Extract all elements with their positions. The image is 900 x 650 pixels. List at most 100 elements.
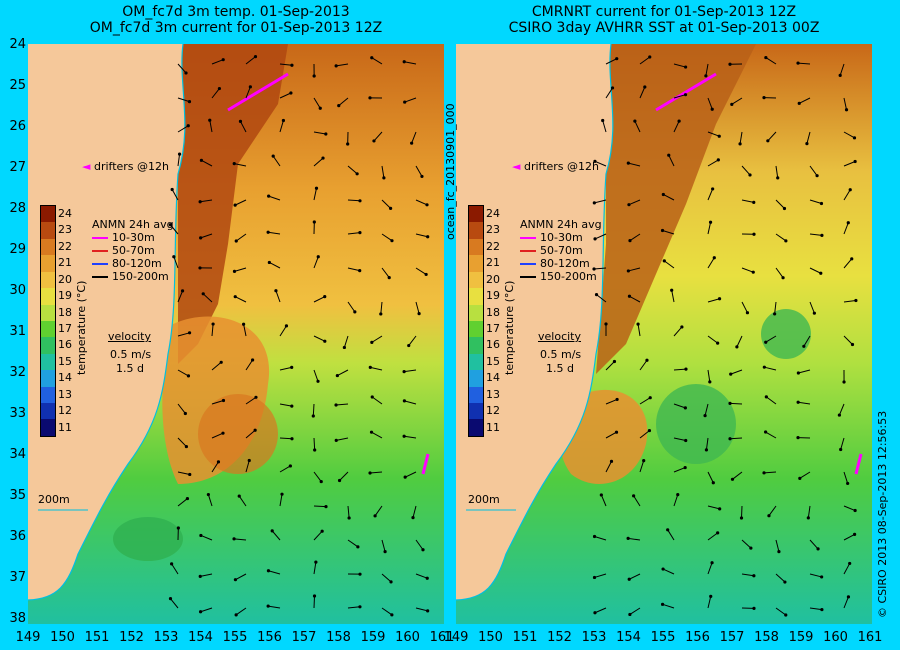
velocity-arrow-head [368, 471, 372, 475]
velocity-arrow-head [853, 532, 857, 536]
velocity-arrow-head [403, 475, 407, 479]
lat-tick: 25 [9, 78, 26, 93]
velocity-arrow-head [805, 141, 809, 146]
velocity-arrow [279, 403, 292, 407]
velocity-arrow [594, 199, 607, 204]
colorbar-label: 24 [486, 207, 500, 220]
velocity-arrow-head [290, 365, 294, 369]
velocity-arrow [370, 471, 383, 474]
velocity-arrow [705, 63, 709, 76]
velocity-arrow-head [334, 403, 338, 407]
velocity-arrow [245, 396, 257, 405]
velocity-arrow [169, 224, 179, 235]
left-velocity-arrows [168, 55, 430, 617]
colorbar-swatch [469, 238, 483, 256]
velocity-arrow-head [199, 236, 203, 240]
velocity-arrow-head [253, 55, 258, 59]
velocity-arrow-head [670, 288, 674, 292]
velocity-arrow [798, 369, 811, 374]
velocity-arrow [338, 97, 349, 107]
legend-label: 10-30m [540, 231, 583, 244]
velocity-arrow-head [729, 372, 733, 376]
velocity-arrow-head [816, 547, 820, 551]
colorbar-swatch [41, 337, 55, 354]
velocity-arrow [764, 366, 777, 371]
velocity-arrow-head [684, 367, 688, 371]
legend-swatch [92, 249, 108, 252]
velocity-arrow-head [684, 438, 688, 443]
velocity-arrow [663, 194, 675, 201]
velocity-arrow-head [776, 176, 780, 180]
lon-tick: 150 [50, 630, 75, 645]
velocity-arrow [279, 120, 284, 133]
velocity-arrow-head [850, 257, 854, 261]
velocity-arrow-head [708, 380, 712, 384]
velocity-arrow-head [728, 62, 732, 66]
velocity-arrow-head [764, 340, 768, 344]
velocity-arrow-head [324, 132, 328, 136]
left-legend: ANMN 24h avg 10-30m 50-70m 80-120m 150-200m [92, 218, 174, 283]
velocity-arrow-head [609, 459, 614, 463]
lat-tick: 27 [9, 160, 26, 175]
velocity-arrow [235, 233, 247, 242]
legend-swatch [92, 262, 108, 265]
velocity-arrow [415, 573, 428, 579]
velocity-arrow [707, 596, 712, 609]
velocity-arrow-head [796, 371, 800, 375]
velocity-arrow-head [627, 577, 631, 581]
velocity-arrow [313, 256, 319, 269]
velocity-arrow-head [627, 203, 631, 207]
velocity-arrow [268, 231, 281, 235]
velocity-arrow-head [798, 476, 802, 480]
velocity-arrow-head [710, 561, 714, 565]
velocity-arrow-head [281, 118, 286, 123]
velocity-arrow [313, 437, 316, 451]
velocity-arrow-head [839, 447, 843, 452]
velocity-arrow [594, 233, 607, 240]
colorbar-label: 13 [58, 387, 72, 401]
velocity-arrow [415, 267, 427, 275]
velocity-arrow [739, 131, 743, 144]
velocity-arrow-head [176, 526, 180, 530]
velocity-arrow [347, 267, 360, 272]
velocity-arrow-head [716, 531, 720, 535]
velocity-arrow-head [837, 413, 841, 417]
velocity-arrow-head [676, 493, 680, 497]
colorbar-swatch [469, 255, 483, 272]
colorbar-swatch [41, 353, 55, 371]
left-velocity-scale: 0.5 m/s [110, 348, 152, 361]
velocity-arrow [840, 437, 845, 450]
velocity-arrow-head [337, 478, 342, 483]
velocity-arrow-head [370, 56, 374, 60]
velocity-arrow-head [426, 609, 430, 613]
lon-tick: 159 [788, 630, 814, 645]
velocity-arrow-head [662, 259, 666, 263]
velocity-arrow-head [390, 613, 394, 617]
colorbar-label: 13 [486, 387, 500, 401]
velocity-arrow-head [402, 370, 406, 374]
colorbar-swatch [469, 419, 483, 436]
velocity-arrow [797, 62, 811, 65]
velocity-arrow-head [632, 494, 636, 498]
velocity-arrow-head [677, 119, 681, 123]
credit-label: © CSIRO 2013 08-Sep-2013 12:56:53 [876, 410, 889, 618]
velocity-arrow-head [854, 298, 858, 303]
colorbar-label: 12 [486, 404, 500, 418]
velocity-arrow-head [735, 345, 739, 349]
velocity-arrow-head [313, 448, 317, 452]
velocity-arrow [268, 195, 281, 201]
velocity-arrow [408, 335, 417, 346]
velocity-arrow-head [358, 269, 362, 273]
colorbar-swatch [469, 337, 483, 354]
velocity-arrow-head [284, 324, 289, 328]
lon-tick: 158 [326, 630, 351, 645]
velocity-arrow [673, 494, 679, 507]
colorbar-label: 23 [58, 223, 72, 237]
velocity-arrow-head [763, 430, 768, 434]
velocity-arrow-head [216, 460, 221, 464]
velocity-arrow [594, 573, 607, 578]
velocity-arrow-head [853, 508, 857, 513]
velocity-arrow [639, 56, 651, 65]
colorbar-swatch [469, 222, 483, 239]
velocity-arrow-head [745, 311, 750, 315]
